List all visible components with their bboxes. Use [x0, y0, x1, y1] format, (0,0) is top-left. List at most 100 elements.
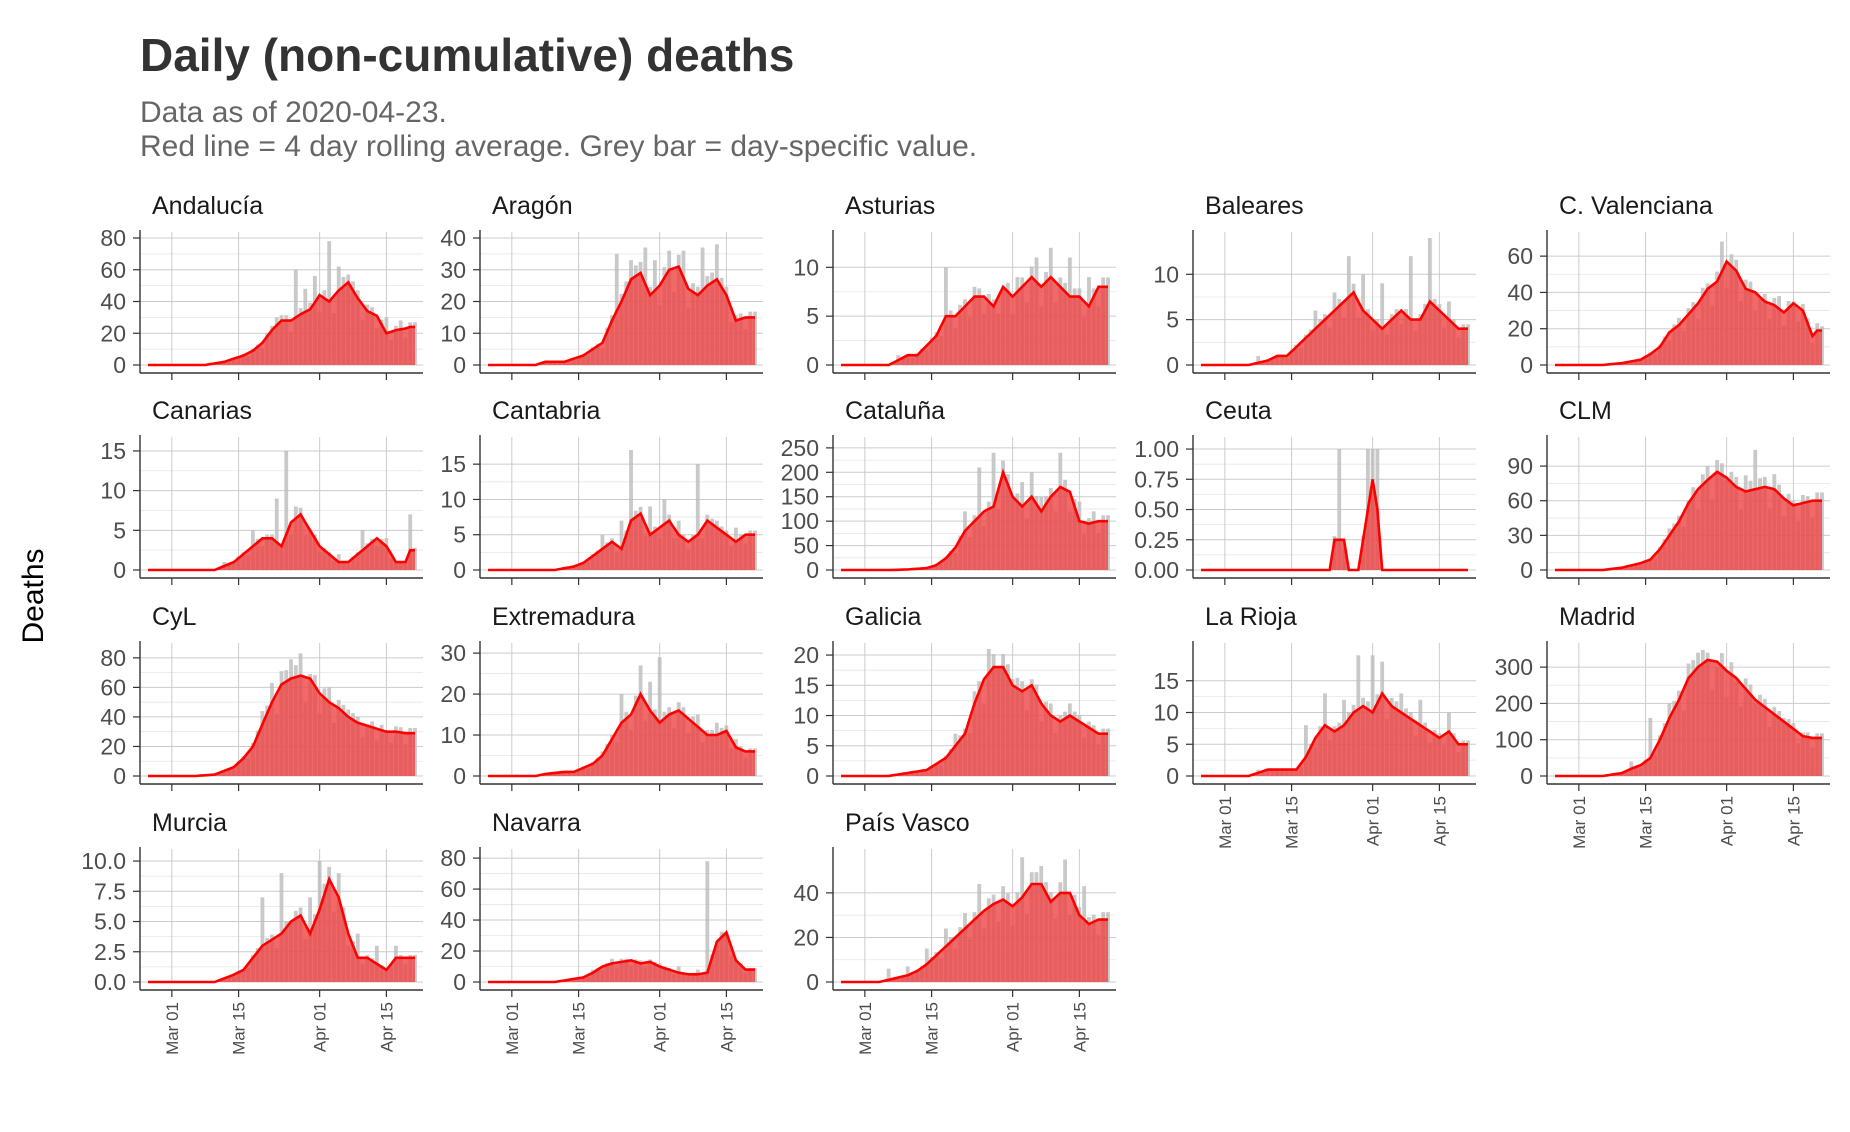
day-bar — [705, 861, 710, 982]
y-tick-label: 0.0 — [94, 969, 126, 995]
y-tick-label: 20 — [100, 320, 126, 346]
rolling-area — [1201, 693, 1468, 776]
y-tick-label: 60 — [100, 257, 126, 283]
rolling-line — [488, 691, 755, 778]
day-bar — [279, 873, 284, 982]
y-tick-label: 20 — [793, 924, 819, 950]
y-tick-label: 0 — [453, 557, 466, 583]
y-tick-label: 50 — [793, 533, 819, 559]
y-tick-label: 20 — [100, 733, 126, 759]
rolling-area — [488, 932, 755, 982]
panel-aragon: Aragón 0 10 20 30 40 — [440, 192, 763, 380]
rolling-line — [488, 511, 755, 572]
day-bar — [1303, 725, 1308, 776]
rolling-line — [488, 264, 755, 367]
rolling-area — [841, 884, 1108, 982]
chart-title: Daily (non-cumulative) deaths — [140, 29, 795, 81]
y-tick-label: 150 — [781, 484, 819, 510]
panel-baleares: Baleares 0 5 10 — [1153, 192, 1476, 380]
y-tick-label: 5 — [1166, 731, 1179, 757]
y-tick-label: 80 — [100, 225, 126, 251]
panel-title: La Rioja — [1205, 603, 1297, 631]
y-tick-label: 0.75 — [1134, 466, 1179, 492]
rolling-line — [1201, 290, 1468, 367]
x-tick-label: Apr 15 — [1430, 796, 1449, 846]
x-tick-label: Apr 15 — [717, 1002, 736, 1052]
day-bar — [1408, 256, 1413, 365]
rolling-area — [1555, 261, 1822, 365]
day-bar — [1256, 355, 1261, 365]
day-bar — [657, 657, 662, 776]
y-tick-label: 100 — [1495, 727, 1533, 753]
rolling-line — [1201, 691, 1468, 778]
panel-title: Asturias — [845, 192, 935, 220]
x-tick-label: Mar 01 — [1570, 796, 1589, 849]
y-tick-label: 0 — [806, 969, 819, 995]
y-tick-label: 30 — [1507, 522, 1533, 548]
panel-pais-vasco: País Vasco 0 20 40 Mar 01 Mar 15 Apr 01 Apr 15 — [793, 809, 1116, 1055]
rolling-line — [1201, 479, 1468, 572]
rolling-area — [488, 513, 755, 570]
x-tick-label: Mar 01 — [163, 1002, 182, 1055]
rolling-area — [148, 282, 415, 365]
y-tick-label: 0 — [806, 352, 819, 378]
y-tick-label: 0 — [1520, 557, 1533, 583]
day-bar — [629, 450, 633, 570]
rolling-area — [841, 667, 1108, 776]
y-tick-label: 0 — [453, 969, 466, 995]
rolling-line — [148, 674, 415, 778]
panel-asturias: Asturias 0 5 10 — [793, 192, 1116, 380]
y-tick-label: 7.5 — [94, 878, 126, 904]
y-tick-label: 0 — [1520, 352, 1533, 378]
y-tick-label: 80 — [100, 645, 126, 671]
panel-title: Galicia — [845, 603, 922, 631]
rolling-area — [148, 879, 415, 982]
day-bar — [408, 514, 413, 570]
panel-title: Cantabria — [492, 397, 600, 425]
y-tick-label: 10 — [793, 703, 819, 729]
y-tick-label: 0 — [113, 763, 126, 789]
rolling-area — [841, 277, 1108, 365]
rolling-line — [1555, 470, 1822, 572]
rolling-line — [148, 875, 415, 984]
y-tick-label: 40 — [440, 225, 466, 251]
rolling-area — [148, 514, 415, 570]
y-tick-label: 0 — [806, 557, 819, 583]
y-tick-label: 40 — [440, 907, 466, 933]
y-tick-label: 0 — [113, 352, 126, 378]
y-tick-label: 2.5 — [94, 939, 126, 965]
panel-galicia: Galicia 0 5 10 15 20 — [793, 603, 1116, 791]
panel-murcia: Murcia 0.0 2.5 5.0 7.5 10.0 Mar 01 Mar 15 Apr 01… — [81, 809, 423, 1055]
y-tick-label: 80 — [440, 845, 466, 871]
y-tick-label: 10 — [440, 722, 466, 748]
panel-andalucia: Andalucía 0 20 40 60 80 — [100, 192, 423, 380]
rolling-area — [488, 266, 755, 365]
y-tick-label: 10 — [1153, 261, 1179, 287]
y-tick-label: 100 — [781, 508, 819, 534]
y-tick-label: 5.0 — [94, 909, 126, 935]
panel-cantabria: Cantabria 0 5 10 15 — [440, 397, 763, 585]
y-tick-label: 20 — [440, 289, 466, 315]
chart-subtitle-legend: Red line = 4 day rolling average. Grey b… — [140, 130, 978, 163]
y-tick-label: 15 — [100, 438, 126, 464]
panel-title: CLM — [1559, 397, 1612, 425]
panel-canarias: Canarias 0 5 10 15 — [100, 397, 423, 585]
y-tick-label: 200 — [781, 459, 819, 485]
x-tick-label: Apr 01 — [1718, 796, 1737, 846]
panel-cyl: CyL 0 20 40 60 80 — [100, 603, 423, 791]
y-tick-label: 0 — [1520, 763, 1533, 789]
y-tick-label: 40 — [100, 289, 126, 315]
day-bar — [886, 968, 891, 982]
rolling-line — [1555, 259, 1822, 367]
x-tick-label: Mar 15 — [230, 1002, 249, 1055]
y-tick-label: 15 — [793, 672, 819, 698]
chart-subtitle-date: Data as of 2020-04-23. — [140, 96, 447, 129]
x-tick-label: Apr 01 — [1004, 1002, 1023, 1052]
panel-title: Extremadura — [492, 603, 635, 631]
panel-ceuta: Ceuta 0.00 0.25 0.50 0.75 1.00 — [1134, 397, 1476, 585]
day-bar — [1648, 717, 1653, 776]
y-tick-label: 40 — [100, 704, 126, 730]
y-tick-label: 10 — [793, 254, 819, 280]
y-tick-label: 0 — [806, 763, 819, 789]
